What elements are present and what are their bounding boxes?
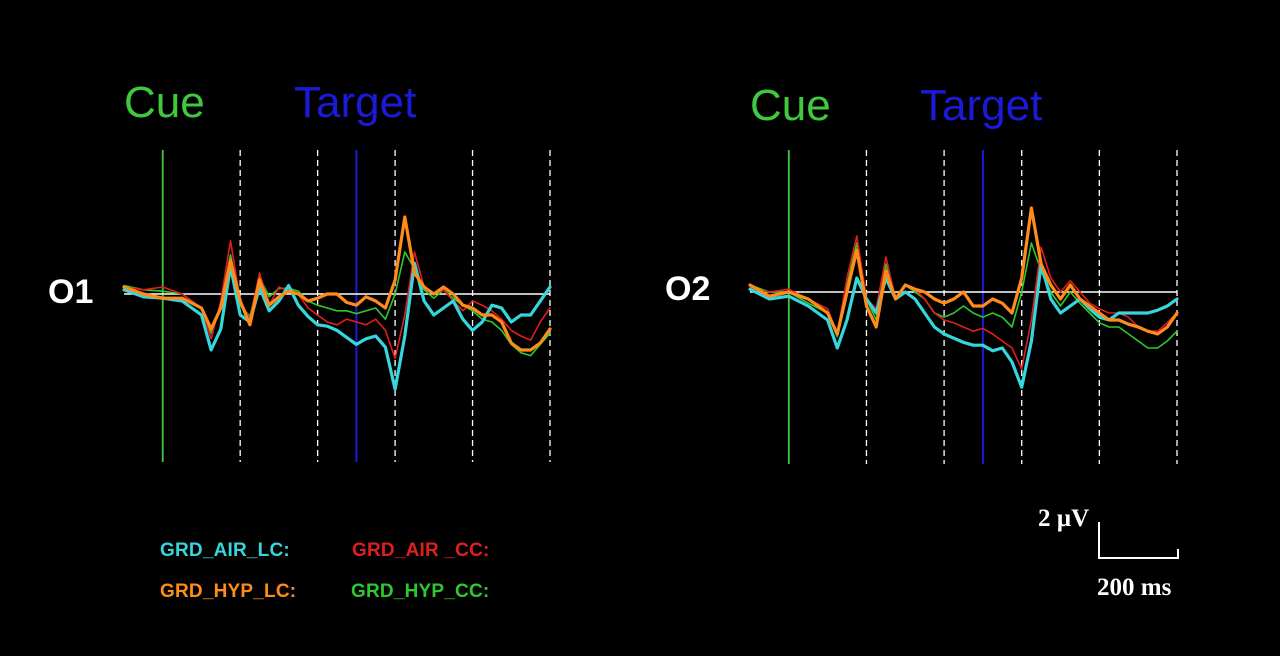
cue-label-o1: Cue xyxy=(124,78,205,127)
series-line-o2-grd-air-lc xyxy=(748,262,1179,389)
series-line-o2-grd-hyp-lc xyxy=(748,206,1179,336)
series-line-o2-grd-air-cc xyxy=(749,235,1178,370)
legend-item-grd-hyp-lc: GRD_HYP_LC: xyxy=(160,581,297,602)
target-label-o1: Target xyxy=(294,78,417,127)
target-label-o2: Target xyxy=(920,81,1043,130)
legend-item-grd-air-cc: GRD_AIR _CC: xyxy=(352,540,490,561)
legend-item-grd-air-lc: GRD_AIR_LC: xyxy=(160,540,290,561)
channel-label-o2: O2 xyxy=(665,270,711,308)
scale-bar xyxy=(1098,522,1179,559)
legend-item-grd-hyp-cc: GRD_HYP_CC: xyxy=(351,581,490,602)
cue-label-o2: Cue xyxy=(750,81,831,130)
series-line-o1-grd-air-lc xyxy=(122,261,552,391)
scale-amplitude-label: 2 µV xyxy=(1038,505,1090,532)
series-line-o1-grd-air-cc xyxy=(123,240,551,360)
series-line-o2-grd-hyp-cc xyxy=(749,242,1178,349)
channel-label-o1: O1 xyxy=(48,273,94,311)
scale-time-label: 200 ms xyxy=(1097,574,1172,601)
series-line-o1-grd-hyp-lc xyxy=(122,215,552,352)
